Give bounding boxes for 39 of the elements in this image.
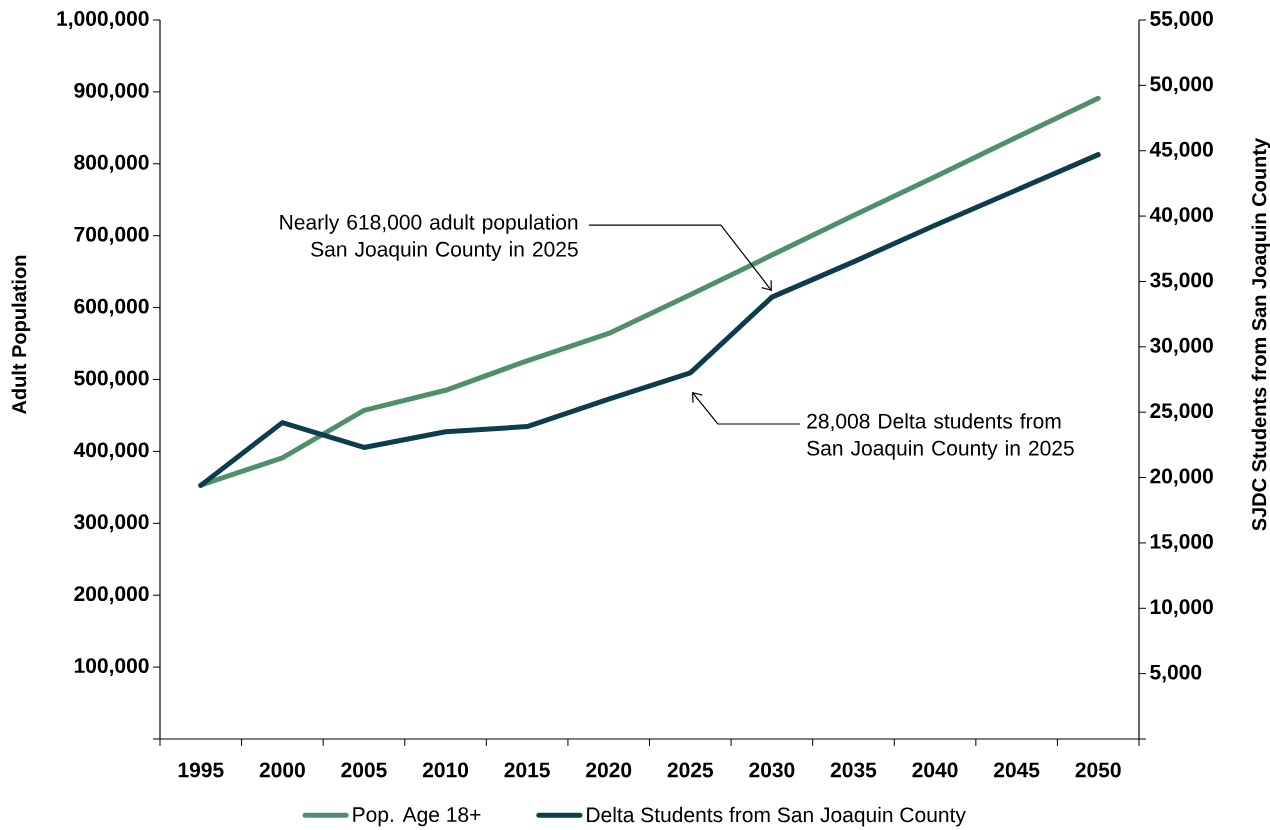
y2-tick-label: 30,000 <box>1150 337 1213 356</box>
y-tick-label: 100,000 <box>74 658 149 677</box>
annotation: Nearly 618,000 adult population San Joaquin County in 2025 <box>280 214 578 261</box>
y-tick-label: 1,000,000 <box>57 11 149 29</box>
x-tick-label: 2040 <box>912 762 958 778</box>
y-tick-label: 400,000 <box>73 442 149 461</box>
y-tick-label: 600,000 <box>74 298 149 317</box>
y-tick-label: 200,000 <box>74 586 149 605</box>
x-tick-label: 1995 <box>178 762 224 778</box>
x-tick-label: 2015 <box>504 762 550 778</box>
x-tick-label: 2000 <box>259 762 305 778</box>
x-tick-label: 2010 <box>422 762 469 778</box>
y2-tick-label: 25,000 <box>1150 403 1213 422</box>
x-tick-label: 2005 <box>341 762 387 778</box>
y-tick-label: 500,000 <box>74 370 149 389</box>
y2-tick-label: 35,000 <box>1150 272 1213 291</box>
x-tick-label: 2025 <box>667 762 714 778</box>
y-tick-label: 700,000 <box>74 226 149 245</box>
y-tick-label: 900,000 <box>74 82 149 101</box>
y-tick-label: 300,000 <box>74 514 149 533</box>
y2-tick-label: 20,000 <box>1150 468 1213 487</box>
x-tick-label: 2030 <box>749 762 795 778</box>
y2-tick-label: 5,000 <box>1150 664 1202 683</box>
y2-tick-label: 55,000 <box>1150 11 1213 29</box>
legend-label: Delta Students from San Joaquin County <box>587 806 966 827</box>
legend-label: Pop. Age 18+ <box>353 807 481 827</box>
y2-tick-label: 15,000 <box>1150 533 1213 552</box>
annotation: 28,008 Delta students from San Joaquin County in 2025 <box>807 413 1074 460</box>
y2-tick-label: 10,000 <box>1150 599 1213 618</box>
y2-tick-label: 50,000 <box>1150 76 1213 95</box>
y2-axis-title: SJDC Students from San Joaquin County <box>1251 137 1270 531</box>
x-tick-label: 2035 <box>830 762 877 778</box>
y2-tick-label: 45,000 <box>1149 141 1213 160</box>
x-tick-label: 2045 <box>994 762 1040 778</box>
y-tick-label: 800,000 <box>74 154 149 173</box>
x-tick-label: 2020 <box>586 762 632 778</box>
y-axis-title: Adult Population <box>11 255 31 415</box>
y2-tick-label: 40,000 <box>1149 207 1213 226</box>
x-tick-label: 2050 <box>1075 762 1121 778</box>
